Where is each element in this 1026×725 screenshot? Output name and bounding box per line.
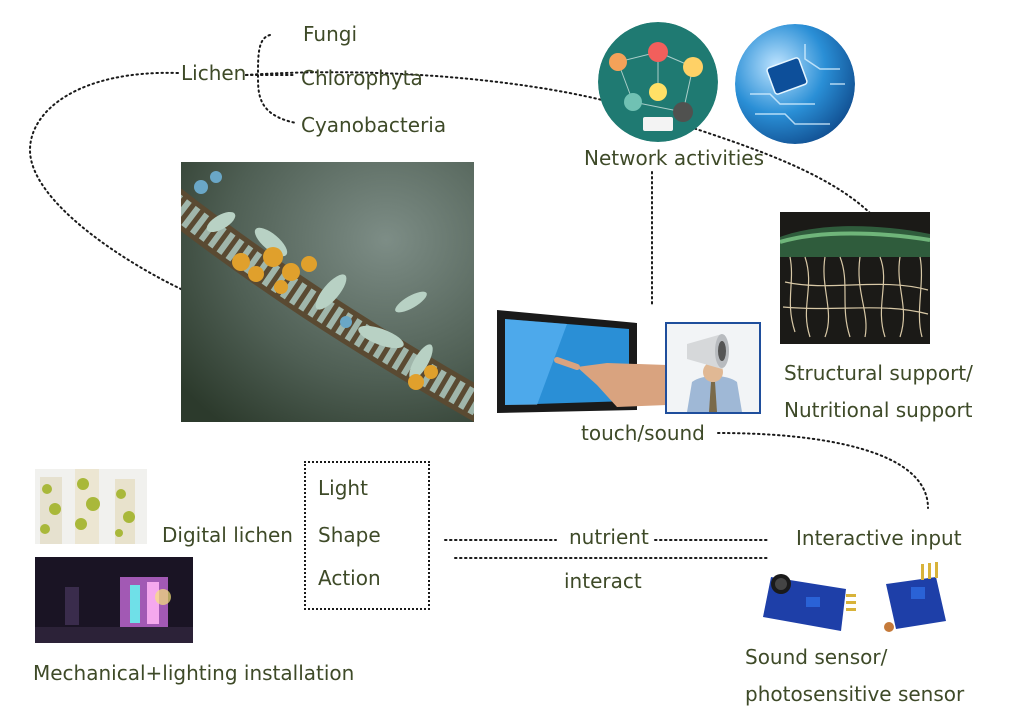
structural-support-label: Structural support/ bbox=[784, 361, 973, 385]
cyanobacteria-label: Cyanobacteria bbox=[301, 113, 447, 137]
sound-sensor-label: Sound sensor/ bbox=[745, 645, 888, 669]
nutritional-support-label: Nutritional support bbox=[784, 398, 973, 422]
megaphone-image bbox=[665, 322, 761, 414]
lichen-photo bbox=[181, 162, 474, 422]
action-label: Action bbox=[318, 566, 381, 590]
sensor-image bbox=[751, 559, 961, 642]
structural-support-image bbox=[780, 212, 930, 344]
digital-lichen-image-1 bbox=[35, 469, 147, 544]
nutrient-label: nutrient bbox=[569, 525, 649, 549]
fungi-label: Fungi bbox=[303, 22, 358, 46]
installation-image bbox=[35, 557, 193, 643]
digital-lichen-label: Digital lichen bbox=[162, 523, 293, 547]
chlorophyta-label: Chlorophyta bbox=[301, 66, 423, 90]
light-label: Light bbox=[318, 476, 368, 500]
network-activities-image bbox=[598, 22, 718, 142]
properties-box bbox=[304, 461, 430, 610]
photosensitive-sensor-label: photosensitive sensor bbox=[745, 682, 965, 706]
network-activities-label: Network activities bbox=[584, 146, 765, 170]
mechanical-lighting-label: Mechanical+lighting installation bbox=[33, 661, 355, 685]
circuit-chip-image bbox=[735, 24, 855, 144]
touch-sound-label: touch/sound bbox=[581, 421, 705, 445]
lichen-label: Lichen bbox=[181, 61, 247, 85]
interact-label: interact bbox=[564, 569, 642, 593]
interactive-input-label: Interactive input bbox=[796, 526, 962, 550]
touchscreen-image bbox=[497, 305, 667, 415]
shape-label: Shape bbox=[318, 523, 381, 547]
